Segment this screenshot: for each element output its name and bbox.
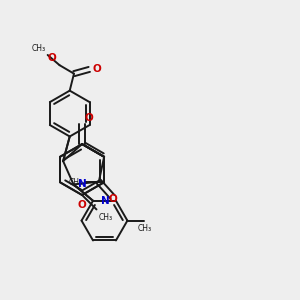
Text: CH₃: CH₃	[98, 213, 112, 222]
Text: CH₃: CH₃	[32, 44, 46, 53]
Text: O: O	[85, 113, 93, 123]
Text: N: N	[101, 196, 110, 206]
Text: O: O	[93, 64, 101, 74]
Text: O: O	[109, 194, 117, 204]
Text: CH₃: CH₃	[69, 178, 83, 187]
Text: O: O	[78, 200, 86, 210]
Text: N: N	[78, 178, 86, 188]
Text: CH₃: CH₃	[137, 224, 152, 233]
Text: O: O	[47, 53, 56, 64]
